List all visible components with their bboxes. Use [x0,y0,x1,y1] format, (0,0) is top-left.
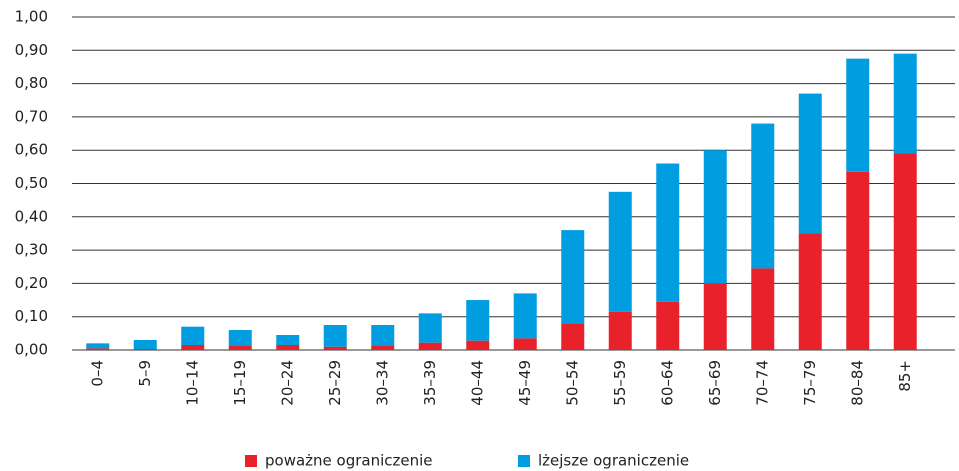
bar-segment [846,58,870,172]
y-tick-label: 0,60 [15,141,48,159]
x-tick-label: 35–39 [421,360,439,406]
bar-segment [418,342,442,350]
bar-segment [466,300,490,341]
bar-segment [276,335,300,346]
x-tick-label: 55–59 [611,360,629,406]
x-tick-label: 60–64 [658,360,676,406]
bar-segment [561,323,585,350]
legend-label: poważne ograniczenie [265,452,433,470]
x-tick-label: 25–29 [326,360,344,406]
x-tick-label: 40–44 [468,360,486,406]
bar-segment [86,348,110,350]
y-tick-label: 0,10 [15,307,48,325]
bar-segment [513,338,537,350]
y-tick-label: 0,80 [15,74,48,92]
x-tick-label: 10–14 [183,360,201,406]
bar-segment [703,150,727,284]
x-tick-label: 15–19 [231,360,249,406]
bar-segment [133,349,157,350]
legend-swatch [245,455,257,467]
x-tick-label: 80–84 [848,360,866,406]
x-tick-label: 30–34 [373,360,391,406]
bar-segment [751,123,775,269]
bar-segment [608,191,632,312]
legend-label: lżejsze ograniczenie [538,452,689,470]
x-tick-label: 65–69 [706,360,724,406]
legend-swatch [518,455,530,467]
bar-segment [86,343,110,349]
bar-segment [608,311,632,350]
bar-segment [323,325,347,347]
bar-segment [418,313,442,343]
y-tick-label: 0,90 [15,41,48,59]
bar-segment [798,233,822,350]
bar-segment [371,346,395,350]
bar-segment [323,346,347,350]
y-tick-label: 1,00 [15,8,48,26]
bar-segment [133,340,157,350]
x-tick-label: 20–24 [278,360,296,406]
bar-segment [228,330,252,347]
y-tick-label: 0,00 [15,341,48,359]
bar-segment [276,345,300,350]
bar-segment [228,346,252,350]
x-tick-label: 5–9 [136,360,154,387]
bar-segment [371,325,395,347]
bar-segment [466,340,490,350]
y-tick-label: 0,30 [15,241,48,259]
x-tick-label: 70–74 [753,360,771,406]
bar-segment [561,230,585,324]
bar-segment [656,301,680,350]
y-tick-label: 0,20 [15,274,48,292]
y-tick-label: 0,50 [15,174,48,192]
bar-segment [846,171,870,350]
x-tick-label: 45–49 [516,360,534,406]
x-tick-label: 0–4 [88,360,106,387]
bar-segment [181,326,205,346]
x-tick-label: 75–79 [801,360,819,406]
bar-segment [513,293,537,339]
bar-segment [751,268,775,350]
bar-segment [798,93,822,234]
bar-segment [893,153,917,350]
bar-segment [181,345,205,350]
x-tick-label: 85+ [896,360,914,392]
bar-segment [703,283,727,350]
x-tick-label: 50–54 [563,360,581,406]
bar-segment [656,163,680,302]
bar-segment [893,53,917,154]
y-tick-label: 0,40 [15,207,48,225]
y-tick-label: 0,70 [15,107,48,125]
